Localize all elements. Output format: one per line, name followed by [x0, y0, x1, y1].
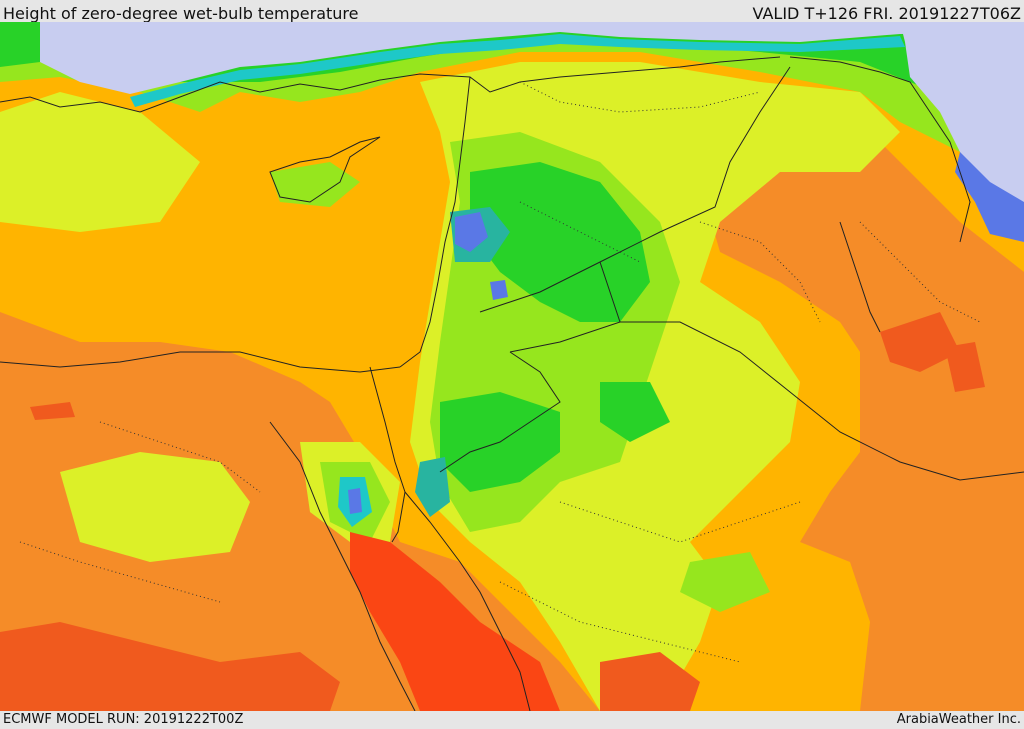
blue-zone-hermon — [490, 280, 508, 300]
boundary-egypt-2 — [19, 541, 221, 603]
boundary-saudi-2 — [499, 581, 741, 663]
deeporange-zone-iran — [880, 312, 960, 372]
border-jordan-saudi — [439, 351, 561, 473]
coastline-cyprus — [269, 136, 381, 203]
blue-zone-lebanon — [455, 212, 488, 252]
blue-edge-northeast — [955, 152, 1024, 242]
teal-zone-jordan-valley — [415, 457, 450, 517]
coastline-turkey — [0, 56, 781, 113]
yellowgreen-zone-egypt — [60, 452, 250, 562]
green-zone-syria — [470, 162, 650, 322]
deeporange-zone-egypt — [0, 622, 340, 711]
green-zone-iraq — [600, 382, 670, 442]
map-title: Height of zero-degree wet-bulb temperatu… — [3, 4, 359, 23]
valid-time: VALID T+126 FRI. 20191227T06Z — [752, 4, 1021, 23]
footer-bar: ECMWF MODEL RUN: 20191222T00Z ArabiaWeat… — [0, 711, 1024, 729]
deeporange-zone-iran-south — [945, 342, 985, 392]
boundary-iran — [859, 221, 981, 323]
coastline-red-sea-west — [269, 421, 416, 711]
cold-zone-north — [40, 22, 1024, 94]
deeporange-zone-libya — [30, 402, 75, 420]
coastline-levant — [399, 76, 471, 368]
country-borders — [0, 56, 1024, 711]
border-syria-iraq — [479, 66, 791, 313]
deeporange-zone-saudi — [600, 652, 700, 711]
coastline-black-sea — [789, 56, 971, 243]
wet-bulb-field-map — [0, 22, 1024, 711]
coastline-red-sea-east — [404, 491, 531, 711]
cyan-edge-north — [130, 34, 905, 107]
coastline-egypt — [0, 351, 401, 373]
model-run: ECMWF MODEL RUN: 20191222T00Z — [3, 712, 244, 727]
blue-zone-sinai — [348, 488, 362, 514]
region-boundaries — [19, 81, 981, 663]
credit-text: ArabiaWeather Inc. — [896, 712, 1021, 727]
deeporange-zone-red-sea — [350, 532, 560, 711]
border-jordan — [509, 321, 1024, 481]
map-canvas[interactable] — [0, 22, 1024, 711]
yellowgreen-zone — [0, 92, 200, 232]
coastline-persian-gulf — [839, 221, 881, 333]
lime-zone-saudi — [680, 552, 770, 612]
border-iraq-saudi — [599, 261, 621, 323]
lime-zone-cyprus — [270, 162, 360, 207]
coastline-sinai-gulf — [369, 366, 406, 543]
header-bar: Height of zero-degree wet-bulb temperatu… — [0, 0, 1024, 23]
